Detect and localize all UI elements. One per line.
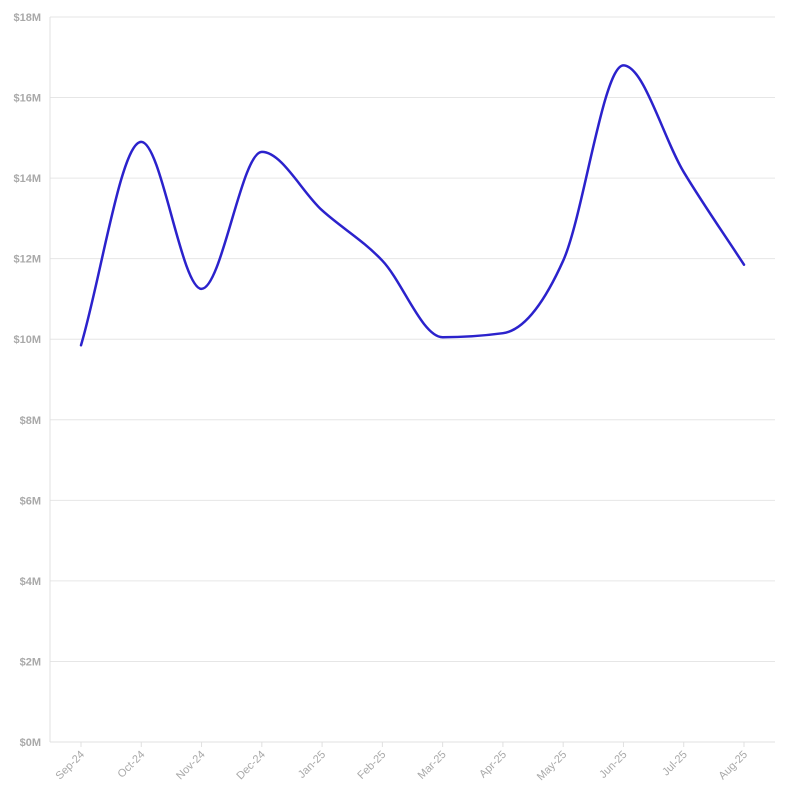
x-tick-label: Oct-24	[116, 749, 148, 781]
data-point	[199, 286, 205, 292]
data-point	[620, 62, 626, 68]
y-tick-label: $8M	[20, 415, 41, 427]
grid-lines	[50, 16, 775, 662]
x-tick-label: Apr-25	[477, 749, 509, 781]
y-tick-label: $10M	[13, 334, 41, 346]
series-lines	[78, 62, 747, 348]
y-tick-label: $6M	[20, 495, 41, 507]
y-tick-label: $12M	[13, 254, 41, 266]
y-tick-label: $16M	[13, 93, 41, 105]
x-tick-label: Sep-24	[54, 749, 88, 783]
x-tick-label: Dec-24	[234, 749, 268, 783]
data-point	[138, 139, 144, 145]
data-point	[500, 330, 506, 336]
x-tick-label: Jul-25	[660, 749, 690, 779]
y-tick-label: $2M	[20, 656, 41, 668]
x-tick-label: Mar-25	[416, 749, 449, 782]
data-point	[379, 258, 385, 264]
y-tick-label: $0M	[20, 737, 41, 749]
series-line	[79, 64, 746, 347]
x-tick-label: May-25	[535, 749, 569, 783]
y-axis-ticks: $0M $2M $4M $6M $8M $10M $12M $14M $16M $18M	[13, 12, 41, 749]
data-point	[440, 334, 446, 340]
y-tick-label: $4M	[20, 576, 41, 588]
x-tick-label: Jan-25	[296, 749, 328, 781]
x-tick-label: Feb-25	[355, 749, 388, 782]
data-point	[741, 262, 747, 268]
data-point	[560, 258, 566, 264]
x-tick-label: Aug-25	[717, 749, 751, 783]
x-tick-label: Nov-24	[174, 749, 208, 783]
y-tick-label: $18M	[13, 12, 41, 24]
data-point	[259, 149, 265, 155]
x-tick-label: Jun-25	[597, 749, 629, 781]
axes	[49, 17, 775, 743]
data-point	[319, 207, 325, 213]
data-point	[78, 342, 84, 348]
x-axis-ticks: Sep-24 Oct-24 Nov-24 Dec-24 Jan-25 Feb-25 Mar-…	[54, 742, 751, 783]
data-point	[681, 169, 687, 175]
y-tick-label: $14M	[13, 173, 41, 185]
